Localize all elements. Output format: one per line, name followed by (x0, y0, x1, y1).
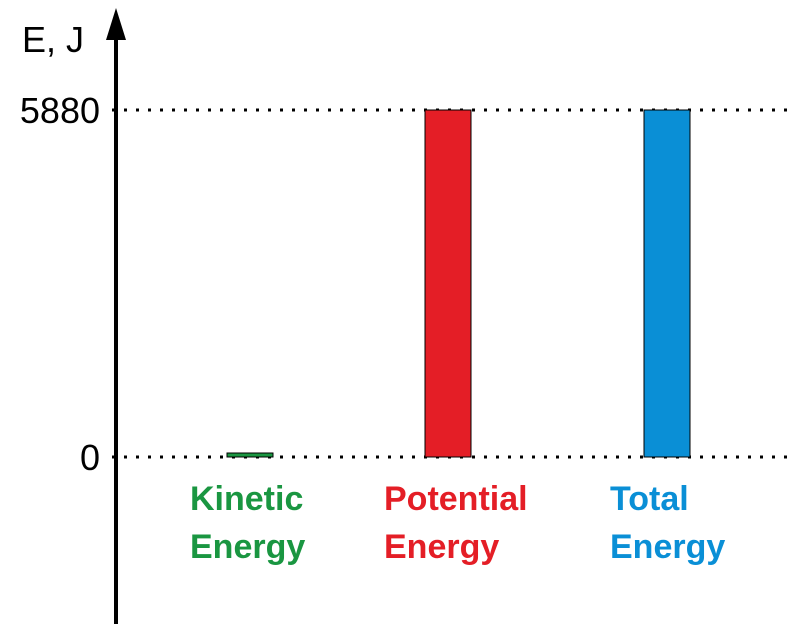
category-label-kinetic-line2: Energy (190, 528, 305, 566)
y-tick-label-max: 5880 (20, 90, 100, 131)
category-label-total-line2: Energy (610, 528, 725, 566)
category-label-total-line1: Total (610, 480, 689, 518)
category-labels-group: Kinetic Energy Potential Energy Total Energy (190, 480, 725, 566)
bars-group (226, 109, 691, 458)
y-tick-label-zero: 0 (80, 437, 100, 478)
category-label-kinetic-line1: Kinetic (190, 480, 303, 518)
category-label-potential-line1: Potential (384, 480, 528, 518)
bar-potential (424, 109, 472, 458)
category-label-potential-line2: Energy (384, 528, 499, 566)
bar-kinetic (226, 452, 274, 458)
bar-total (643, 109, 691, 458)
y-axis-arrow-icon (106, 8, 126, 40)
y-axis-label: E, J (22, 19, 84, 60)
